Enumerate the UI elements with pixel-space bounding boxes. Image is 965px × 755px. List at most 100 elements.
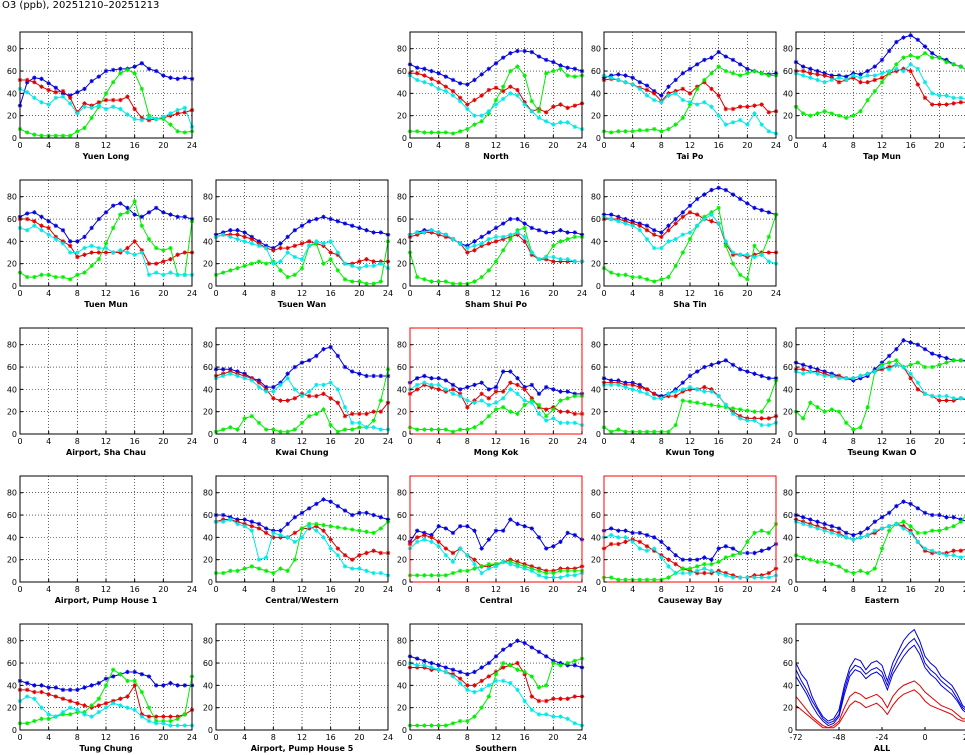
data-point bbox=[493, 61, 499, 66]
y-tick-label: 40 bbox=[783, 89, 793, 98]
data-point bbox=[886, 360, 892, 365]
data-point bbox=[922, 546, 928, 551]
data-point bbox=[146, 705, 152, 710]
data-point bbox=[551, 575, 556, 580]
data-point bbox=[314, 216, 319, 222]
x-tick-label: 8 bbox=[75, 733, 80, 742]
data-point bbox=[745, 66, 750, 72]
x-tick-label: 12 bbox=[877, 585, 887, 594]
data-point bbox=[752, 243, 757, 249]
data-point bbox=[608, 378, 614, 383]
data-point bbox=[543, 570, 549, 576]
data-point bbox=[551, 59, 556, 65]
x-tick-label: 8 bbox=[75, 437, 80, 446]
data-point bbox=[436, 387, 441, 392]
x-tick-label: 12 bbox=[297, 733, 307, 742]
data-point bbox=[132, 683, 137, 688]
data-point bbox=[759, 252, 764, 257]
data-point bbox=[249, 378, 255, 383]
data-point bbox=[486, 694, 492, 699]
data-point bbox=[364, 529, 369, 534]
data-point bbox=[414, 232, 420, 237]
data-point bbox=[486, 660, 492, 666]
x-tick-label: 12 bbox=[297, 289, 307, 298]
data-point bbox=[800, 416, 806, 421]
x-tick-label: 20 bbox=[742, 437, 752, 446]
data-point bbox=[800, 367, 806, 372]
data-point bbox=[929, 91, 935, 96]
data-point bbox=[565, 573, 570, 578]
data-point bbox=[565, 105, 570, 111]
data-point bbox=[500, 528, 506, 533]
data-point bbox=[737, 196, 743, 202]
data-point bbox=[457, 427, 463, 432]
data-point bbox=[694, 102, 700, 107]
data-point bbox=[836, 73, 842, 78]
data-point bbox=[53, 234, 59, 240]
data-point bbox=[429, 723, 434, 728]
data-point bbox=[879, 362, 885, 368]
data-point bbox=[349, 512, 355, 518]
data-point bbox=[342, 364, 348, 370]
y-tick-label: 40 bbox=[7, 385, 17, 394]
data-point bbox=[443, 130, 449, 135]
data-point bbox=[800, 68, 806, 74]
data-point bbox=[306, 358, 312, 363]
x-tick-label: 0 bbox=[601, 585, 606, 594]
data-point bbox=[342, 261, 348, 266]
data-point bbox=[558, 239, 563, 244]
data-point bbox=[60, 88, 66, 94]
data-point bbox=[865, 526, 870, 531]
data-point bbox=[687, 102, 693, 107]
data-point bbox=[894, 68, 899, 74]
data-point bbox=[572, 66, 578, 72]
series-line bbox=[795, 515, 965, 574]
data-point bbox=[82, 101, 87, 106]
data-point bbox=[32, 683, 37, 688]
data-point bbox=[694, 86, 700, 92]
data-point bbox=[815, 111, 820, 116]
x-tick-label: 4 bbox=[630, 141, 635, 150]
data-point bbox=[623, 577, 628, 582]
data-point bbox=[929, 102, 935, 107]
data-point bbox=[110, 104, 116, 109]
data-point bbox=[572, 103, 578, 108]
data-point bbox=[915, 506, 921, 511]
x-tick-label: 4 bbox=[242, 733, 247, 742]
data-point bbox=[572, 411, 578, 417]
x-tick-label: 16 bbox=[130, 585, 140, 594]
data-point bbox=[951, 396, 956, 401]
data-point bbox=[702, 561, 707, 567]
data-point bbox=[235, 568, 240, 574]
data-point bbox=[872, 528, 878, 533]
data-point bbox=[522, 384, 527, 390]
data-point bbox=[103, 701, 109, 706]
data-point bbox=[53, 236, 59, 242]
data-point bbox=[745, 575, 750, 580]
data-point bbox=[349, 420, 355, 426]
data-point bbox=[39, 689, 44, 695]
data-point bbox=[146, 236, 152, 242]
data-point bbox=[89, 683, 94, 688]
data-point bbox=[228, 232, 233, 237]
data-point bbox=[915, 360, 921, 365]
data-point bbox=[702, 364, 707, 370]
x-tick-label: 8 bbox=[851, 141, 856, 150]
data-point bbox=[922, 80, 928, 85]
data-point bbox=[737, 252, 743, 257]
data-point bbox=[443, 427, 449, 432]
data-point bbox=[443, 74, 449, 79]
data-point bbox=[436, 382, 441, 388]
data-point bbox=[168, 257, 173, 262]
data-point bbox=[75, 272, 80, 278]
data-point bbox=[292, 387, 298, 392]
data-point bbox=[551, 714, 556, 719]
data-point bbox=[673, 122, 678, 127]
data-point bbox=[937, 550, 942, 556]
data-point bbox=[630, 539, 635, 545]
data-point bbox=[687, 91, 693, 96]
data-point bbox=[39, 716, 44, 722]
data-point bbox=[235, 371, 240, 376]
data-point bbox=[493, 239, 499, 244]
